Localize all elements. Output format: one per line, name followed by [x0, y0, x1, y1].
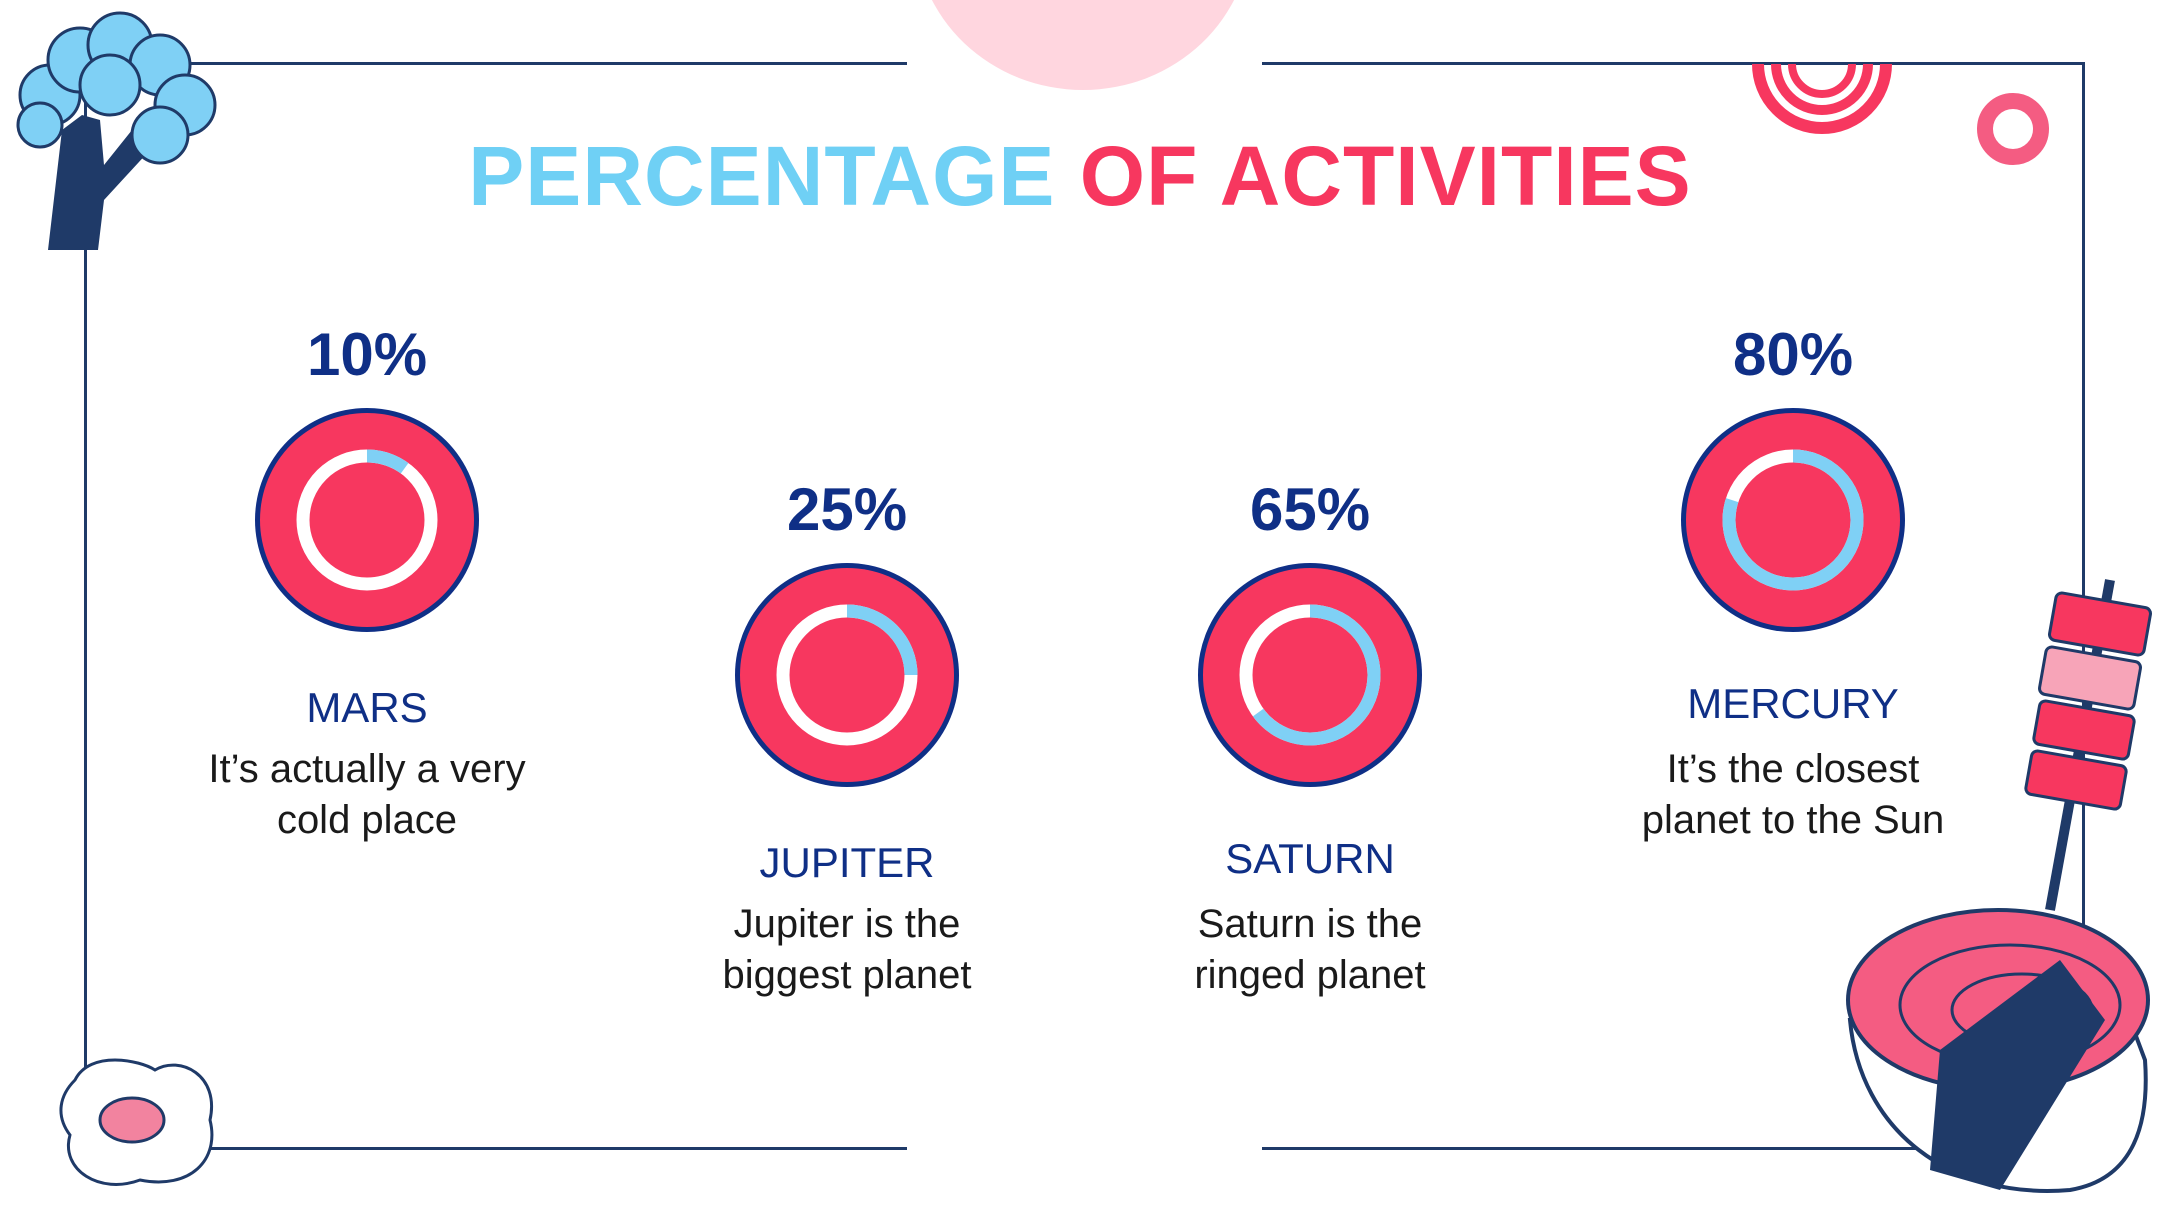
donut-disc: [1203, 568, 1417, 782]
item-name: JUPITER: [759, 839, 935, 886]
frame-left-line: [84, 62, 87, 1150]
donut-chart: [1198, 563, 1422, 787]
description-line-2: biggest planet: [722, 953, 972, 997]
item-description: It’s the closest planet to the Sun: [1543, 744, 2043, 846]
donut-progress-arc: [1722, 449, 1864, 591]
frame-top-left-line: [84, 62, 907, 65]
donut-chart: [1681, 408, 1905, 632]
item-description: Saturn is the ringed planet: [1060, 899, 1560, 1001]
donut-progress-arc: [1239, 604, 1381, 746]
donut-chart: [735, 563, 959, 787]
frame-bottom-right-line: [1262, 1147, 2085, 1150]
item-description: Jupiter is the biggest planet: [597, 899, 1097, 1001]
item-name: MARS: [306, 684, 428, 731]
item-description: It’s actually a very cold place: [117, 744, 617, 846]
description-line-1: Saturn is the: [1197, 902, 1423, 946]
percent-label: 10%: [306, 321, 428, 388]
donut-disc: [260, 413, 474, 627]
activity-item-mercury: 80% MERCURY It’s the closest planet to t…: [1543, 320, 2043, 880]
item-name: MERCURY: [1687, 680, 1899, 727]
description-line-1: Jupiter is the: [733, 902, 961, 946]
title-part-2: OF ACTIVITIES: [1079, 129, 1692, 223]
arch-decoration: [1752, 63, 1892, 134]
frame-bottom-left-line: [84, 1147, 907, 1150]
skewer-icon: [2024, 579, 2152, 911]
pink-semicircle-decoration: [931, 0, 1235, 90]
donut-progress-arc: [776, 604, 918, 746]
broccoli-icon: [16, 11, 217, 250]
percent-label: 65%: [1249, 476, 1371, 543]
description-line-2: ringed planet: [1194, 953, 1426, 997]
description-line-1: It’s the closest: [1666, 747, 1920, 791]
donut-progress-arc: [296, 449, 438, 591]
description-line-1: It’s actually a very: [208, 747, 526, 791]
description-line-2: cold place: [276, 798, 458, 842]
ring-decoration: [1977, 93, 2049, 165]
title-part-1: PERCENTAGE: [468, 129, 1056, 223]
percent-label: 25%: [786, 476, 908, 543]
description-line-2: planet to the Sun: [1641, 798, 1945, 842]
page-title: PERCENTAGE OF ACTIVITIES: [0, 128, 2160, 225]
item-name: SATURN: [1225, 835, 1395, 882]
activity-item-saturn: 65% SATURN Saturn is the ringed planet: [1060, 475, 1560, 1035]
donut-disc: [740, 568, 954, 782]
sushi-icon: [1846, 908, 2150, 1193]
frame-top-right-line: [1262, 62, 2085, 65]
donut-chart: [255, 408, 479, 632]
activity-item-mars: 10% MARS It’s actually a very cold place: [117, 320, 617, 880]
percent-label: 80%: [1732, 321, 1854, 388]
donut-disc: [1686, 413, 1900, 627]
activity-item-jupiter: 25% JUPITER Jupiter is the biggest plane…: [597, 475, 1097, 1035]
fried-egg-icon: [59, 1058, 214, 1186]
